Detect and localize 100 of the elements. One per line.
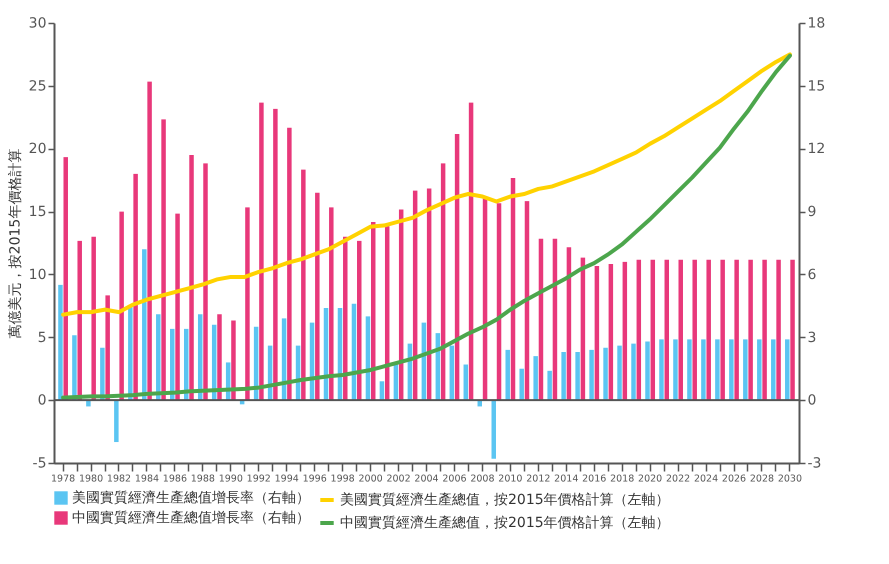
x-tick-label: 1982 bbox=[106, 474, 132, 484]
x-tick-label: 1998 bbox=[330, 474, 355, 484]
bar bbox=[636, 260, 642, 400]
bar bbox=[384, 226, 390, 400]
bar bbox=[538, 238, 544, 400]
bar bbox=[519, 368, 524, 400]
bar bbox=[310, 322, 314, 400]
x-tick-label: 2002 bbox=[386, 474, 411, 484]
bar bbox=[482, 196, 488, 400]
bar bbox=[324, 308, 328, 400]
bar bbox=[790, 260, 795, 400]
y2-tick-label: -3 bbox=[808, 456, 822, 472]
bar bbox=[100, 348, 105, 400]
x-tick-label: 2028 bbox=[750, 474, 774, 484]
bar bbox=[189, 155, 194, 400]
bar bbox=[734, 260, 739, 400]
y-tick-label: 15 bbox=[28, 204, 46, 220]
legend-label: 中國實質經濟生產總值，按2015年價格計算（左軸） bbox=[340, 515, 670, 531]
y-tick-label: 10 bbox=[28, 266, 46, 283]
bar bbox=[706, 260, 711, 400]
bar bbox=[603, 348, 608, 400]
bar bbox=[422, 322, 426, 400]
bar bbox=[594, 266, 600, 400]
x-tick-label: 2016 bbox=[582, 474, 606, 484]
bar bbox=[142, 249, 147, 400]
bar bbox=[426, 188, 432, 400]
y2-tick-label: 15 bbox=[808, 78, 826, 94]
bar bbox=[170, 328, 175, 400]
bar bbox=[533, 356, 538, 400]
x-tick-label: 2022 bbox=[666, 474, 690, 484]
x-tick-label: 1984 bbox=[134, 474, 160, 484]
legend-label: 中國實質經濟生產總值增長率（右軸） bbox=[72, 510, 310, 526]
x-tick-label: 2008 bbox=[470, 474, 495, 484]
bar bbox=[454, 134, 460, 400]
bar bbox=[296, 346, 300, 400]
bar bbox=[301, 170, 306, 400]
y-tick-label: -5 bbox=[32, 456, 46, 472]
bar bbox=[631, 344, 636, 400]
bar bbox=[748, 260, 753, 400]
y2-tick-label: 6 bbox=[808, 266, 816, 283]
line-series bbox=[61, 52, 792, 317]
bar bbox=[589, 350, 594, 400]
bar bbox=[729, 339, 734, 400]
bar bbox=[282, 318, 286, 400]
x-tick-label: 1978 bbox=[50, 474, 76, 484]
y-tick-label: 30 bbox=[28, 16, 46, 32]
bar bbox=[715, 339, 720, 400]
line-series bbox=[61, 54, 792, 400]
bar bbox=[156, 314, 161, 400]
bar bbox=[366, 316, 370, 400]
bar bbox=[329, 207, 334, 400]
bar bbox=[450, 346, 454, 400]
bar bbox=[184, 328, 188, 400]
bar bbox=[496, 203, 502, 400]
bar bbox=[678, 260, 683, 400]
x-tick-label: 2020 bbox=[638, 474, 662, 484]
bar bbox=[552, 238, 558, 400]
bar bbox=[254, 326, 258, 400]
bar bbox=[352, 304, 356, 400]
bar bbox=[701, 339, 706, 400]
bar bbox=[58, 284, 63, 400]
bar bbox=[338, 308, 342, 400]
bar bbox=[394, 364, 398, 400]
bar bbox=[259, 102, 264, 400]
x-tick-label: 2024 bbox=[694, 474, 718, 484]
bar bbox=[198, 314, 202, 400]
x-tick-label: 2026 bbox=[722, 474, 746, 484]
y2-tick-label: 9 bbox=[808, 204, 816, 220]
bar bbox=[175, 214, 180, 400]
bar bbox=[440, 163, 446, 400]
y-tick-label: 5 bbox=[38, 330, 46, 346]
bar bbox=[464, 364, 468, 400]
bar bbox=[412, 190, 418, 400]
y-tick-label: 0 bbox=[38, 392, 46, 409]
y2-tick-label: 3 bbox=[808, 330, 816, 346]
bar bbox=[771, 339, 776, 400]
bar bbox=[785, 339, 790, 400]
x-tick-label: 1986 bbox=[162, 474, 187, 484]
bar bbox=[687, 339, 692, 400]
bar bbox=[105, 295, 110, 400]
bar bbox=[743, 339, 748, 400]
legend-label: 美國實質經濟生產總值增長率（右軸） bbox=[72, 490, 310, 506]
bar bbox=[273, 108, 278, 400]
bar bbox=[720, 260, 725, 400]
x-tick-label: 2030 bbox=[778, 474, 802, 484]
x-tick-label: 1994 bbox=[274, 474, 299, 484]
bar bbox=[287, 128, 292, 400]
bar bbox=[505, 350, 510, 400]
bar bbox=[91, 236, 96, 400]
x-tick-label: 2012 bbox=[526, 474, 550, 484]
x-tick-label: 1996 bbox=[302, 474, 327, 484]
bar bbox=[133, 174, 138, 400]
bar bbox=[231, 320, 236, 400]
bar bbox=[357, 240, 362, 400]
bar bbox=[524, 201, 530, 400]
y-tick-label: 20 bbox=[28, 141, 46, 158]
bar bbox=[575, 352, 580, 400]
bar bbox=[645, 341, 650, 400]
bar bbox=[161, 119, 166, 400]
bar bbox=[217, 314, 222, 400]
